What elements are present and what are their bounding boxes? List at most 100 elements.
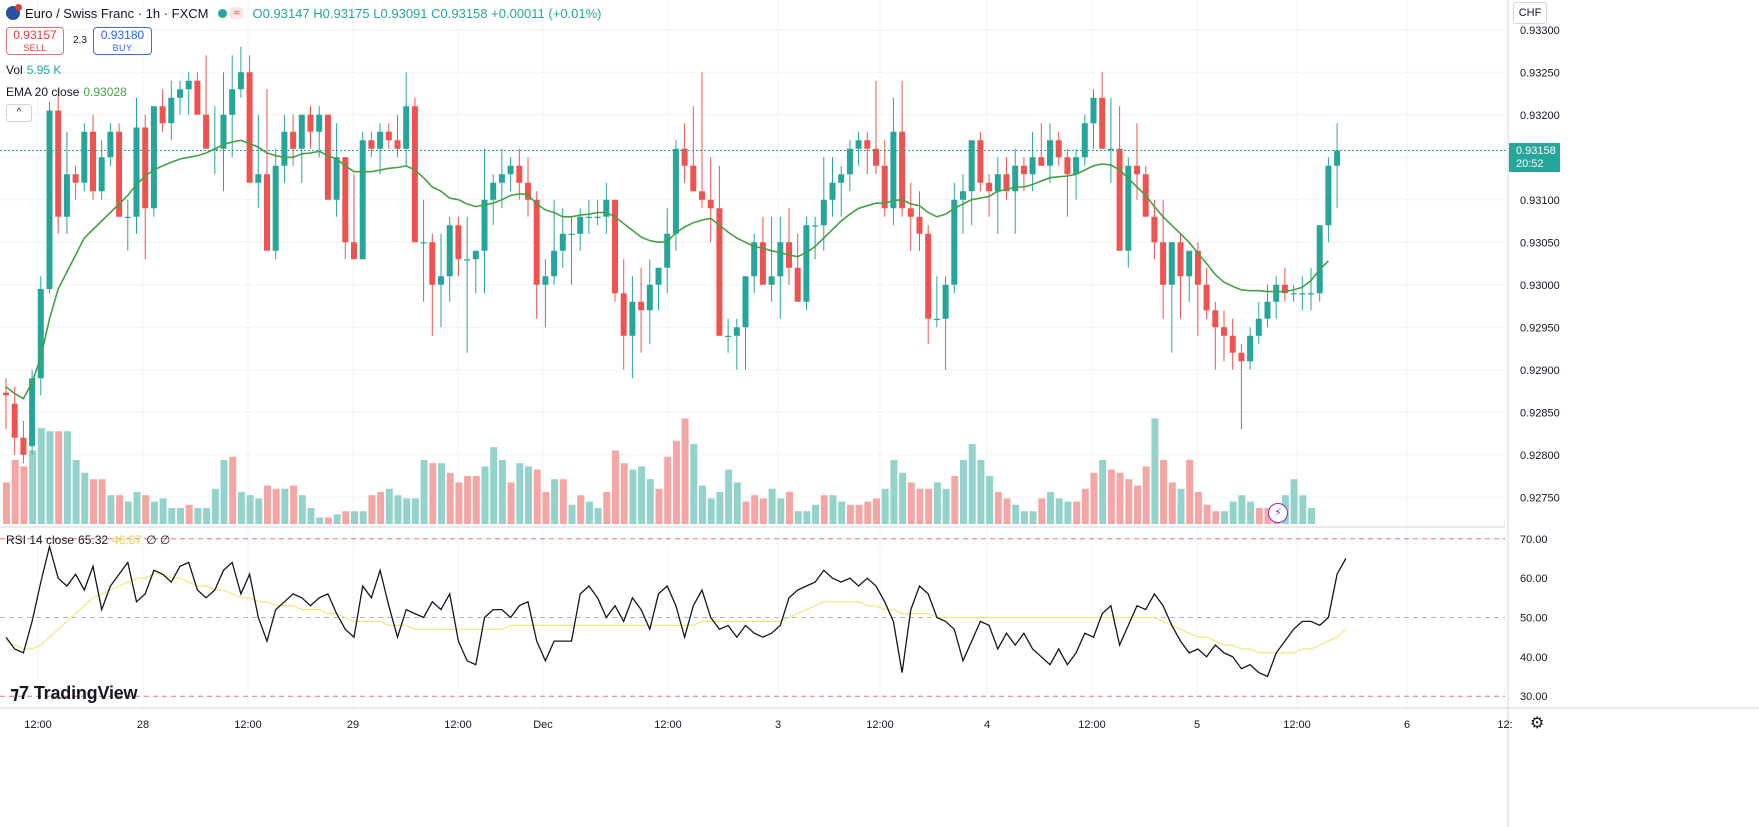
volume-bar	[316, 517, 324, 524]
volume-bar	[1221, 511, 1228, 524]
ema-legend[interactable]: EMA 20 close 0.93028	[6, 85, 127, 99]
time-tick-label: 12:00	[654, 719, 682, 731]
candle-body	[1134, 165, 1140, 175]
gear-icon[interactable]: ⚙	[1530, 715, 1545, 732]
volume-bar	[377, 492, 385, 524]
symbol-title[interactable]: Euro / Swiss Franc · 1h · FXCM	[25, 5, 209, 21]
volume-bar	[594, 508, 602, 524]
ohlc-close: C0.93158	[431, 5, 488, 21]
spread-value: 2.3	[73, 35, 87, 46]
candle-body	[655, 267, 662, 285]
candle-body	[220, 114, 227, 149]
volume-bar	[899, 472, 907, 524]
currency-selector[interactable]: CHF	[1513, 2, 1547, 24]
volume-bar	[873, 498, 880, 524]
volume-bar	[846, 504, 854, 524]
volume-bar	[1003, 498, 1011, 524]
candle-body	[681, 148, 688, 166]
volume-bar	[290, 485, 298, 524]
volume-bar	[551, 479, 559, 524]
chevron-up-icon: ^	[16, 107, 22, 118]
candle-body	[142, 127, 149, 209]
candle-body	[333, 157, 340, 200]
rsi-label: RSI 14 close	[6, 533, 75, 547]
volume-bar	[620, 463, 628, 524]
volume-bar	[116, 495, 124, 524]
rsi-legend[interactable]: RSI 14 close 65.32 46.87 ∅ ∅	[6, 533, 170, 547]
candle-body	[1247, 335, 1254, 362]
rsi-ma-line	[5, 573, 1347, 654]
volume-bar	[194, 508, 202, 524]
candle-body	[646, 284, 653, 311]
candle-body	[481, 199, 488, 251]
volume-bar	[1064, 501, 1072, 524]
candle-body	[899, 131, 906, 209]
volume-bar	[568, 504, 576, 524]
candle-body	[594, 216, 601, 218]
candle-body	[281, 131, 288, 166]
volume-bar	[298, 495, 306, 524]
buy-button[interactable]: 0.93180 BUY	[93, 27, 152, 55]
candle-body	[1299, 293, 1306, 295]
candle-body	[577, 216, 584, 234]
volume-bar	[1029, 511, 1037, 524]
candle-body	[855, 140, 862, 149]
last-price-value: 0.93158	[1516, 145, 1556, 158]
volume-bar	[507, 482, 515, 524]
candle-body	[1012, 165, 1019, 192]
candle-body	[620, 293, 627, 336]
price-tick-label: 0.93200	[1520, 110, 1560, 122]
price-tick-label: 0.92850	[1520, 407, 1560, 419]
time-tick-label: Dec	[533, 719, 553, 731]
volume-bar	[481, 466, 489, 524]
volume-bar	[933, 482, 941, 524]
candle-body	[1308, 293, 1314, 295]
volume-bar	[411, 498, 419, 524]
volume-bar	[1055, 498, 1063, 524]
candle-body	[1073, 157, 1080, 175]
candle-body	[385, 131, 392, 141]
price-tick-label: 0.92800	[1520, 450, 1560, 462]
volume-legend[interactable]: Vol 5.95 K	[6, 63, 61, 77]
volume-bar	[264, 485, 271, 524]
time-tick-label: 12:00	[24, 719, 52, 731]
currency-flag-icon	[6, 4, 22, 20]
volume-bar	[638, 466, 646, 524]
candle-body	[1325, 165, 1332, 226]
volume-bar	[1194, 492, 1202, 524]
collapse-legend-button[interactable]: ^	[6, 104, 32, 122]
volume-bar	[490, 447, 498, 524]
volume-bar	[203, 508, 211, 524]
volume-bar	[1012, 504, 1020, 524]
lightning-icon[interactable]: ⚡	[1268, 503, 1288, 523]
candle-body	[72, 174, 79, 183]
sell-price: 0.93157	[13, 28, 57, 42]
candle-body	[516, 165, 523, 183]
volume-bar	[942, 488, 950, 524]
volume-bar	[55, 431, 63, 524]
buy-price: 0.93180	[100, 28, 145, 42]
candle-body	[829, 182, 836, 200]
rsi-tick-label: 60.00	[1520, 573, 1548, 585]
candle-body	[733, 327, 740, 336]
rsi-tick-label: 40.00	[1520, 652, 1548, 664]
candle-body	[107, 131, 114, 158]
volume-bar	[707, 498, 715, 524]
tradingview-logo[interactable]: ⁊7 TradingView	[10, 683, 138, 704]
volume-bar	[46, 431, 54, 524]
candle-body	[1229, 335, 1236, 353]
candle-body	[20, 437, 27, 455]
candlesticks	[3, 46, 1341, 464]
candle-body	[324, 114, 331, 200]
price-axis-labels: 0.933000.932500.932000.931500.931000.930…	[1520, 25, 1560, 505]
volume-value: 5.95 K	[26, 63, 62, 77]
sell-button[interactable]: 0.93157 SELL	[6, 27, 64, 55]
volume-bar	[916, 488, 924, 524]
time-tick-label: 12:00	[866, 719, 894, 731]
candle-body	[933, 318, 940, 320]
candle-body	[585, 216, 592, 218]
volume-bar	[646, 479, 654, 524]
volume-bar	[246, 495, 254, 524]
candle-body	[264, 174, 270, 251]
